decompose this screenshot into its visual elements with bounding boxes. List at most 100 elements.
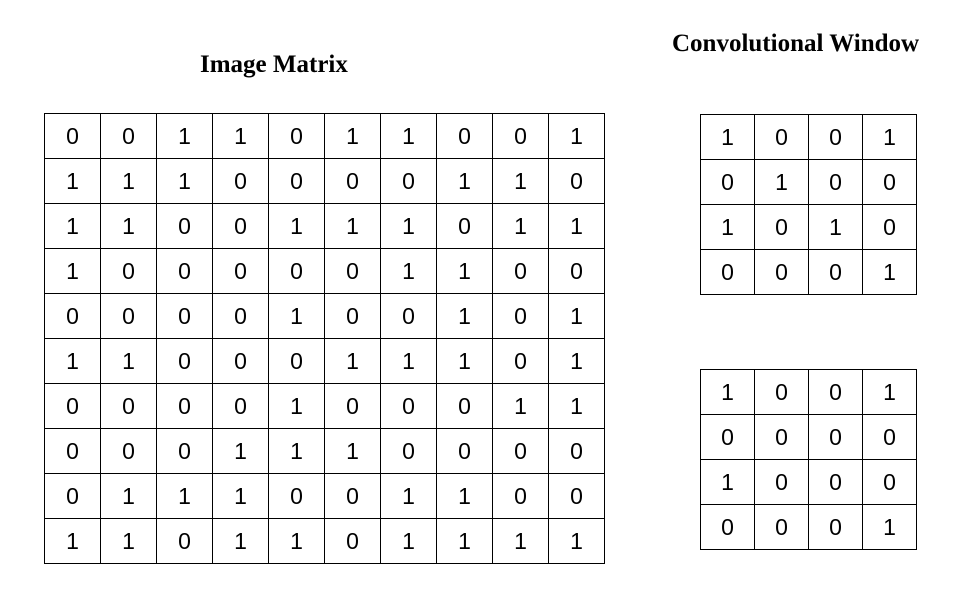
grid-cell: 0 [156,338,213,384]
grid-cell: 0 [548,473,605,519]
grid-cell: 1 [492,203,549,249]
grid-cell: 0 [380,293,437,339]
grid-cell: 1 [380,473,437,519]
grid-cell: 0 [212,383,269,429]
grid-cell: 0 [100,293,157,339]
grid-cell: 1 [436,338,493,384]
grid-cell: 1 [100,203,157,249]
grid-cell: 1 [268,383,325,429]
grid-cell: 0 [700,504,755,550]
grid-cell: 1 [268,518,325,564]
grid-cell: 1 [324,428,381,474]
grid-cell: 1 [380,338,437,384]
grid-cell: 1 [492,383,549,429]
grid-cell: 0 [808,249,863,295]
grid-cell: 1 [436,293,493,339]
grid-cell: 0 [268,473,325,519]
grid-cell: 0 [808,504,863,550]
grid-cell: 0 [862,159,917,205]
grid-cell: 0 [268,158,325,204]
grid-cell: 1 [862,504,917,550]
grid-cell: 0 [324,293,381,339]
grid-cell: 0 [324,383,381,429]
grid-cell: 0 [700,414,755,460]
grid-cell: 1 [324,113,381,159]
grid-cell: 1 [380,113,437,159]
grid-cell: 1 [492,158,549,204]
grid-cell: 0 [492,473,549,519]
grid-cell: 1 [436,518,493,564]
grid-cell: 1 [436,158,493,204]
grid-cell: 0 [44,428,101,474]
grid-cell: 1 [862,114,917,160]
grid-cell: 0 [324,158,381,204]
grid-cell: 1 [212,113,269,159]
grid-cell: 1 [44,338,101,384]
grid-cell: 0 [44,113,101,159]
grid-cell: 1 [436,473,493,519]
grid-cell: 1 [700,204,755,250]
grid-cell: 0 [548,248,605,294]
grid-cell: 0 [754,504,809,550]
grid-cell: 0 [808,369,863,415]
grid-cell: 0 [492,248,549,294]
grid-cell: 0 [754,249,809,295]
grid-cell: 0 [492,428,549,474]
grid-cell: 0 [156,293,213,339]
grid-cell: 0 [156,518,213,564]
grid-cell: 0 [754,369,809,415]
grid-cell: 1 [100,473,157,519]
grid-cell: 0 [700,159,755,205]
grid-cell: 0 [808,114,863,160]
grid-cell: 0 [100,383,157,429]
grid-cell: 1 [156,473,213,519]
grid-cell: 1 [100,518,157,564]
grid-cell: 0 [212,293,269,339]
grid-cell: 1 [862,369,917,415]
grid-cell: 1 [268,203,325,249]
grid-cell: 0 [44,473,101,519]
grid-cell: 0 [212,158,269,204]
grid-cell: 0 [492,113,549,159]
grid-cell: 0 [754,459,809,505]
grid-cell: 0 [44,383,101,429]
grid-cell: 1 [548,338,605,384]
grid-cell: 0 [862,414,917,460]
grid-cell: 1 [268,293,325,339]
grid-cell: 0 [156,428,213,474]
grid-cell: 1 [380,248,437,294]
grid-cell: 0 [436,428,493,474]
grid-cell: 0 [862,459,917,505]
grid-cell: 1 [44,203,101,249]
grid-cell: 1 [700,459,755,505]
grid-cell: 1 [324,338,381,384]
grid-cell: 1 [548,293,605,339]
grid-cell: 1 [548,203,605,249]
grid-cell: 1 [156,158,213,204]
grid-cell: 0 [212,248,269,294]
grid-cell: 0 [808,159,863,205]
grid-cell: 1 [548,383,605,429]
grid-cell: 1 [548,518,605,564]
grid-cell: 0 [754,204,809,250]
grid-cell: 0 [324,473,381,519]
grid-cell: 0 [380,158,437,204]
grid-cell: 0 [548,158,605,204]
grid-cell: 0 [380,428,437,474]
grid-cell: 0 [862,204,917,250]
grid-cell: 1 [492,518,549,564]
grid-cell: 1 [700,114,755,160]
grid-cell: 1 [212,518,269,564]
